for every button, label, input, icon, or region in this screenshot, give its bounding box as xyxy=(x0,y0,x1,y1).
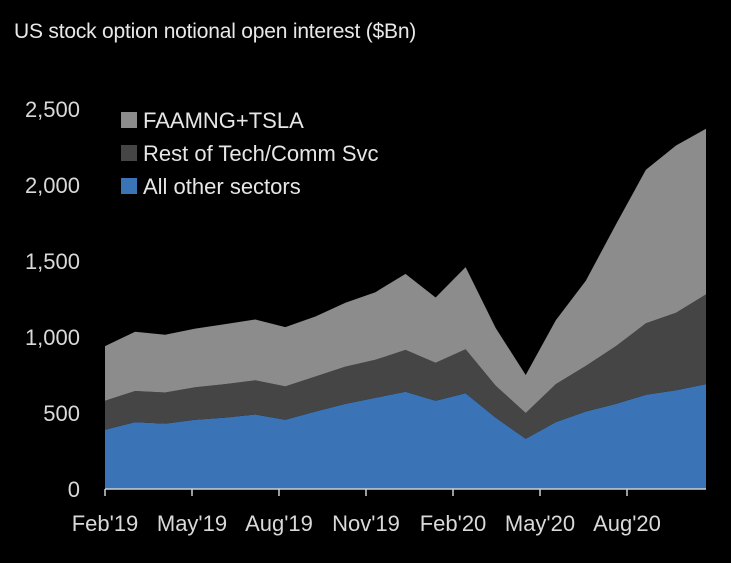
area-series-group xyxy=(105,128,706,489)
legend-label-faamng-tsla: FAAMNG+TSLA xyxy=(143,108,304,133)
x-tick-label: Feb'19 xyxy=(72,511,139,536)
legend-swatch-all-other-sectors xyxy=(121,178,137,194)
y-tick-label: 1,500 xyxy=(25,249,80,274)
area-faamng-tsla xyxy=(105,128,706,414)
area-all-other-sectors xyxy=(105,384,706,489)
y-tick-label: 500 xyxy=(43,401,80,426)
x-tick-label: Aug'20 xyxy=(593,511,661,536)
x-tick-label: Feb'20 xyxy=(420,511,487,536)
legend: FAAMNG+TSLA Rest of Tech/Comm Svc All othe… xyxy=(121,108,379,199)
y-tick-label: 2,500 xyxy=(25,97,80,122)
x-tick-label: May'19 xyxy=(157,511,227,536)
x-tick-label: May'20 xyxy=(505,511,575,536)
area-rest-of-tech-comm-svc xyxy=(105,294,706,439)
x-tick-label: Nov'19 xyxy=(332,511,400,536)
legend-swatch-rest-of-tech-comm-svc xyxy=(121,145,137,161)
y-tick-label: 1,000 xyxy=(25,325,80,350)
chart-title: US stock option notional open interest (… xyxy=(14,20,417,43)
axes-group: 0 500 1,000 1,500 2,000 2,500 Feb'19 May'19 Aug'… xyxy=(25,97,706,536)
y-tick-label: 2,000 xyxy=(25,173,80,198)
y-tick-label: 0 xyxy=(68,477,80,502)
legend-label-all-other-sectors: All other sectors xyxy=(143,174,301,199)
legend-swatch-faamng-tsla xyxy=(121,112,137,128)
legend-label-rest-of-tech-comm-svc: Rest of Tech/Comm Svc xyxy=(143,141,379,166)
x-tick-label: Aug'19 xyxy=(245,511,313,536)
